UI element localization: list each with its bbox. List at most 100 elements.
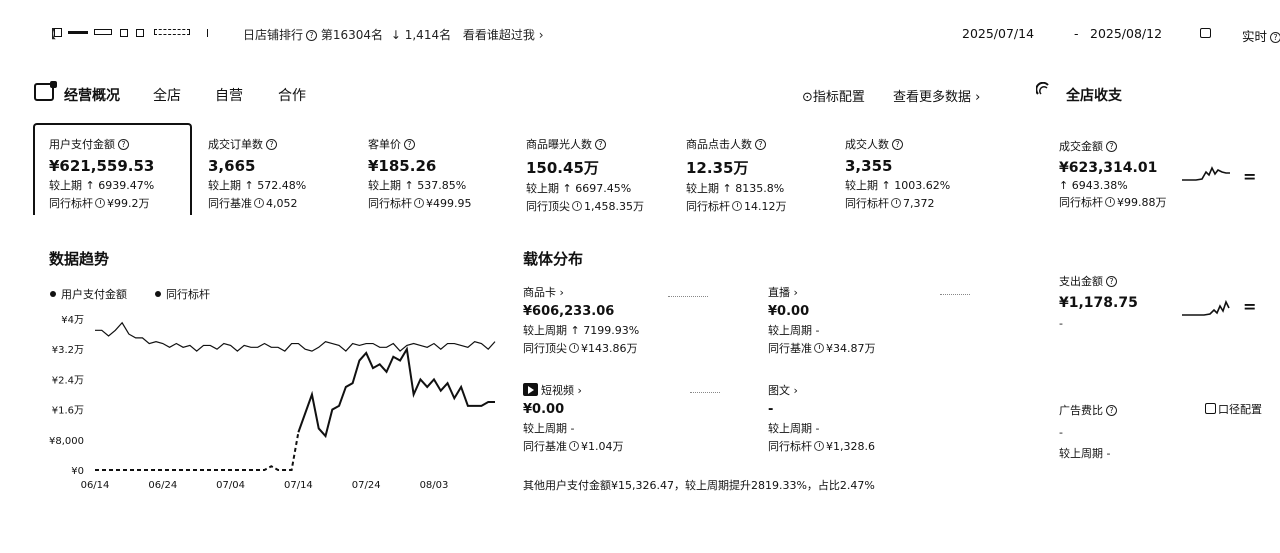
income-ad: 广告费比? - 较上周期 - (1059, 402, 1117, 461)
spend-label: 支出金额? (1059, 273, 1138, 289)
metric-benchmark: 同行基准 4,052 (208, 197, 298, 210)
dist-value: ¥0.00 (523, 402, 565, 417)
income-spend: 支出金额? ¥1,178.75 - (1059, 273, 1138, 330)
help-icon[interactable]: ? (306, 30, 318, 41)
indicator-config-button[interactable]: ⊙指标配置 (802, 90, 865, 105)
ad-change: 较上周期 - (1059, 447, 1111, 460)
rank-position: 第16304名 (320, 28, 384, 42)
dist-card-video[interactable]: 短视频 › ¥0.00 较上周期 - 同行基准 ¥1.04万 (523, 382, 624, 454)
tab-self[interactable]: 自营 (215, 88, 243, 104)
dist-card-product[interactable]: 商品卡 › ¥606,233.06 较上周期 ↑ 7199.93% 同行顶尖 ¥1… (523, 284, 639, 356)
help-icon[interactable]: ? (755, 139, 766, 150)
x-tick-label: 08/03 (420, 480, 449, 491)
distribution-title: 载体分布 (523, 250, 584, 268)
date-start[interactable]: 2025/07/14 (962, 26, 1035, 41)
clock-icon (254, 198, 264, 208)
income-icon (1035, 81, 1050, 96)
help-icon[interactable]: ? (595, 139, 606, 150)
metric-card-orders[interactable]: 成交订单数? 3,665 较上期 ↑ 572.48% 同行基准 4,052 (208, 136, 306, 211)
clock-icon (891, 198, 901, 208)
dist-benchmark: 同行基准 ¥34.87万 (768, 342, 876, 355)
redaction-dots (940, 294, 970, 298)
metric-value: ¥621,559.53 (49, 157, 155, 175)
shop-name-redacted (54, 28, 219, 39)
tab-coop[interactable]: 合作 (278, 88, 306, 104)
metric-change: 较上期 ↑ 6939.47% (49, 179, 155, 192)
metric-card-selected[interactable] (33, 123, 192, 215)
trend-chart[interactable]: ¥0 ¥8,000 ¥1.6万 ¥2.4万 ¥3.2万 ¥4万 06/14 06/24 07/0… (40, 305, 510, 495)
dist-value: ¥0.00 (768, 304, 810, 319)
settings-icon: ⊙ (802, 90, 813, 105)
metric-card-avg-price[interactable]: 客单价? ¥185.26 较上期 ↑ 537.85% 同行标杆 ¥499.95 (368, 136, 472, 211)
dist-name: 图文 › (768, 384, 798, 397)
spend-sparkline (1182, 299, 1230, 316)
legend-pay-amount[interactable]: 用户支付金额 (50, 286, 127, 302)
metric-card-pay-amount[interactable]: 用户支付金额? ¥621,559.53 较上期 ↑ 6939.47% 同行标杆 ¥… (49, 136, 154, 211)
y-tick-label: ¥3.2万 (52, 345, 84, 356)
y-tick-label: ¥1.6万 (52, 406, 84, 417)
series-pay-amount-dashed (95, 432, 300, 471)
metric-value: ¥185.26 (368, 157, 437, 175)
help-icon[interactable]: ? (266, 139, 277, 150)
redaction-dots (668, 296, 708, 300)
metric-label: 用户支付金额? (49, 136, 154, 152)
help-icon[interactable]: ? (1106, 141, 1117, 152)
see-who-link[interactable]: 看看谁超过我 › (462, 28, 544, 42)
deal-label: 成交金额? (1059, 138, 1167, 154)
series-pay-amount-line (297, 346, 495, 439)
deal-benchmark: 同行标杆 ¥99.88万 (1059, 196, 1167, 209)
legend-benchmark[interactable]: 同行标杆 (155, 286, 210, 302)
metric-label: 成交人数? (845, 136, 950, 152)
help-icon[interactable]: ? (1106, 276, 1117, 287)
dist-value: - (768, 402, 774, 417)
clock-icon (732, 201, 742, 211)
metric-change: 较上期 ↑ 8135.8% (686, 182, 785, 195)
dist-card-graphic[interactable]: 图文 › - 较上周期 - 同行标杆 ¥1,328.6 (768, 382, 875, 454)
equals-icon: = (1243, 167, 1257, 186)
clock-icon (569, 441, 579, 451)
equals-icon: = (1243, 297, 1257, 316)
dist-change: 较上周期 - (768, 324, 820, 337)
dist-value: ¥606,233.06 (523, 304, 615, 319)
dist-card-live[interactable]: 直播 › ¥0.00 较上周期 - 同行基准 ¥34.87万 (768, 284, 876, 356)
ad-config-button[interactable]: 口径配置 (1205, 401, 1262, 417)
overview-icon (34, 81, 57, 101)
metric-label: 商品曝光人数? (526, 136, 644, 152)
realtime-toggle[interactable]: 实时? (1242, 26, 1280, 45)
deal-change: ↑ 6943.38% (1059, 179, 1128, 192)
help-icon[interactable]: ? (1106, 405, 1117, 416)
clock-icon (569, 343, 579, 353)
more-data-link[interactable]: 查看更多数据 › (893, 90, 981, 105)
ad-value: - (1059, 426, 1063, 439)
x-tick-label: 07/04 (216, 480, 245, 491)
distribution-footnote: 其他用户支付金额¥15,326.47，较上周期提升2819.33%，占比2.47… (523, 479, 875, 492)
clock-icon (1105, 197, 1115, 207)
y-tick-label: ¥4万 (61, 315, 84, 326)
calendar-icon[interactable] (1200, 28, 1211, 38)
x-tick-label: 06/24 (148, 480, 177, 491)
redaction-dots (690, 392, 720, 396)
metric-benchmark: 同行标杆 14.12万 (686, 200, 787, 213)
clock-icon (814, 441, 824, 451)
date-end[interactable]: 2025/08/12 (1090, 26, 1163, 41)
metric-label: 商品点击人数? (686, 136, 787, 152)
income-deal: 成交金额? ¥623,314.01 ↑ 6943.38% 同行标杆 ¥99.88万 (1059, 138, 1167, 210)
metric-value: 150.45万 (526, 159, 599, 177)
help-icon[interactable]: ? (404, 139, 415, 150)
metric-value: 3,355 (845, 157, 893, 175)
help-icon[interactable]: ? (892, 139, 903, 150)
metric-card-clicks[interactable]: 商品点击人数? 12.35万 较上期 ↑ 8135.8% 同行标杆 14.12万 (686, 136, 787, 214)
dist-name: 直播 › (768, 286, 798, 299)
dist-benchmark: 同行基准 ¥1.04万 (523, 440, 624, 453)
rank-change: ↓ 1,414名 (390, 28, 452, 42)
metric-change: 较上期 ↑ 537.85% (368, 179, 467, 192)
metric-card-buyers[interactable]: 成交人数? 3,355 较上期 ↑ 1003.62% 同行标杆 7,372 (845, 136, 950, 211)
clock-icon (572, 201, 582, 211)
metric-benchmark: 同行顶尖 1,458.35万 (526, 200, 644, 213)
help-icon[interactable]: ? (118, 139, 129, 150)
spend-sub: - (1059, 317, 1063, 330)
metric-card-exposure[interactable]: 商品曝光人数? 150.45万 较上期 ↑ 6697.45% 同行顶尖 1,458… (526, 136, 644, 214)
tab-all[interactable]: 全店 (153, 88, 181, 104)
dist-change: 较上周期 ↑ 7199.93% (523, 324, 640, 337)
metric-value: 3,665 (208, 157, 256, 175)
